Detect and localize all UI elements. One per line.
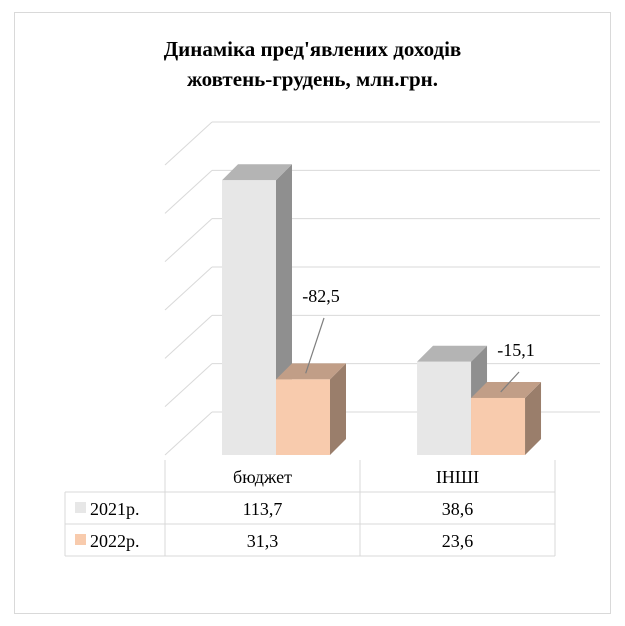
category-label: ІНШІ xyxy=(436,467,479,487)
table-value: 23,6 xyxy=(442,531,474,551)
bar-top xyxy=(417,345,488,362)
bar-top xyxy=(471,381,542,398)
callout-line xyxy=(305,317,325,374)
table-value: 113,7 xyxy=(243,499,283,519)
bar-top xyxy=(276,363,346,380)
legend-label: 2021р. xyxy=(90,499,140,519)
annotation-label: -82,5 xyxy=(302,286,340,306)
chart-title-line-1: Динаміка пред'явлених доходів xyxy=(163,37,462,61)
bar xyxy=(276,363,346,455)
table-value: 31,3 xyxy=(247,531,279,551)
legend-key xyxy=(75,534,86,545)
legend-label: 2022р. xyxy=(90,531,140,551)
callout-line xyxy=(500,371,520,393)
bar-side xyxy=(525,381,542,455)
gridline-diagonal xyxy=(164,314,213,359)
table-value: 38,6 xyxy=(442,499,474,519)
bar-front xyxy=(417,361,472,455)
bar-side xyxy=(330,363,346,455)
chart-title: Динаміка пред'явлених доходів жовтень-гр… xyxy=(0,34,625,94)
annotation-label: -15,1 xyxy=(497,340,535,360)
category-label: бюджет xyxy=(233,467,292,487)
gridline-diagonal xyxy=(164,266,213,311)
bar-front xyxy=(276,379,330,455)
chart-frame xyxy=(14,12,611,614)
gridline-diagonal xyxy=(164,121,213,166)
bar xyxy=(471,381,542,455)
gridline-diagonal xyxy=(164,169,213,214)
legend-key xyxy=(75,502,86,513)
gridline-diagonal xyxy=(164,411,213,456)
annotations: -82,5 -15,1 xyxy=(302,286,535,393)
gridline-diagonal xyxy=(164,218,213,263)
bar-top xyxy=(222,164,292,181)
data-table: бюджет ІНШІ 2021р. 113,7 38,6 2022р. 31,3 23,6 xyxy=(64,460,556,557)
gridline-diagonal xyxy=(164,363,213,408)
bar xyxy=(222,164,292,455)
bars xyxy=(222,164,542,455)
bar-front xyxy=(222,180,276,455)
bar-front xyxy=(471,397,526,455)
chart-title-line-2: жовтень-грудень, млн.грн. xyxy=(186,67,439,91)
